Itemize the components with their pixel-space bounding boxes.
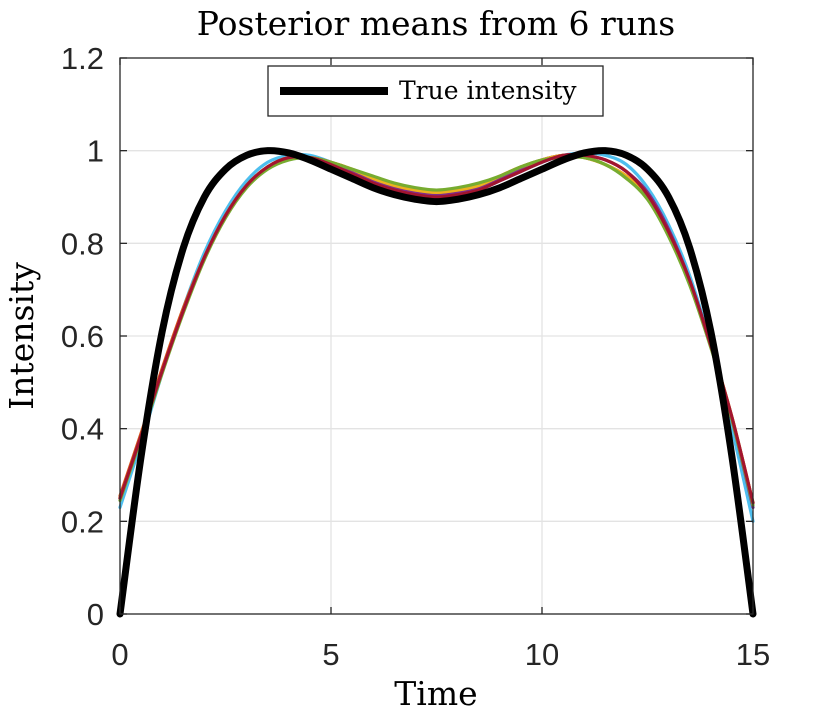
ticks: 0 5 10 15 0 0.2 0.4 0.6 0.8 1 1.2 — [61, 41, 770, 672]
y-tick-label: 0.8 — [61, 226, 104, 261]
series-layer — [116, 147, 757, 618]
y-tick-label: 0.4 — [61, 412, 104, 447]
x-tick-label: 10 — [525, 637, 559, 672]
x-tick-label: 5 — [322, 637, 339, 672]
x-tick-label: 15 — [736, 637, 770, 672]
x-tick-label: 0 — [111, 637, 128, 672]
plot-area: 0 5 10 15 0 0.2 0.4 0.6 0.8 1 1.2 — [61, 41, 770, 672]
x-axis-label: Time — [394, 674, 477, 713]
legend-label-true-intensity: True intensity — [399, 76, 577, 105]
y-tick-label: 1 — [87, 134, 104, 169]
series-line-true-intensity — [116, 147, 757, 618]
chart-title: Posterior means from 6 runs — [197, 4, 675, 43]
series-line-run-6 — [118, 152, 755, 505]
y-tick-label: 1.2 — [61, 41, 104, 76]
y-tick-label: 0 — [87, 597, 104, 632]
grid — [120, 58, 753, 614]
y-axis-label: Intensity — [2, 262, 41, 410]
legend: True intensity — [267, 65, 604, 117]
y-tick-label: 0.2 — [61, 504, 104, 539]
y-tick-label: 0.6 — [61, 319, 104, 354]
